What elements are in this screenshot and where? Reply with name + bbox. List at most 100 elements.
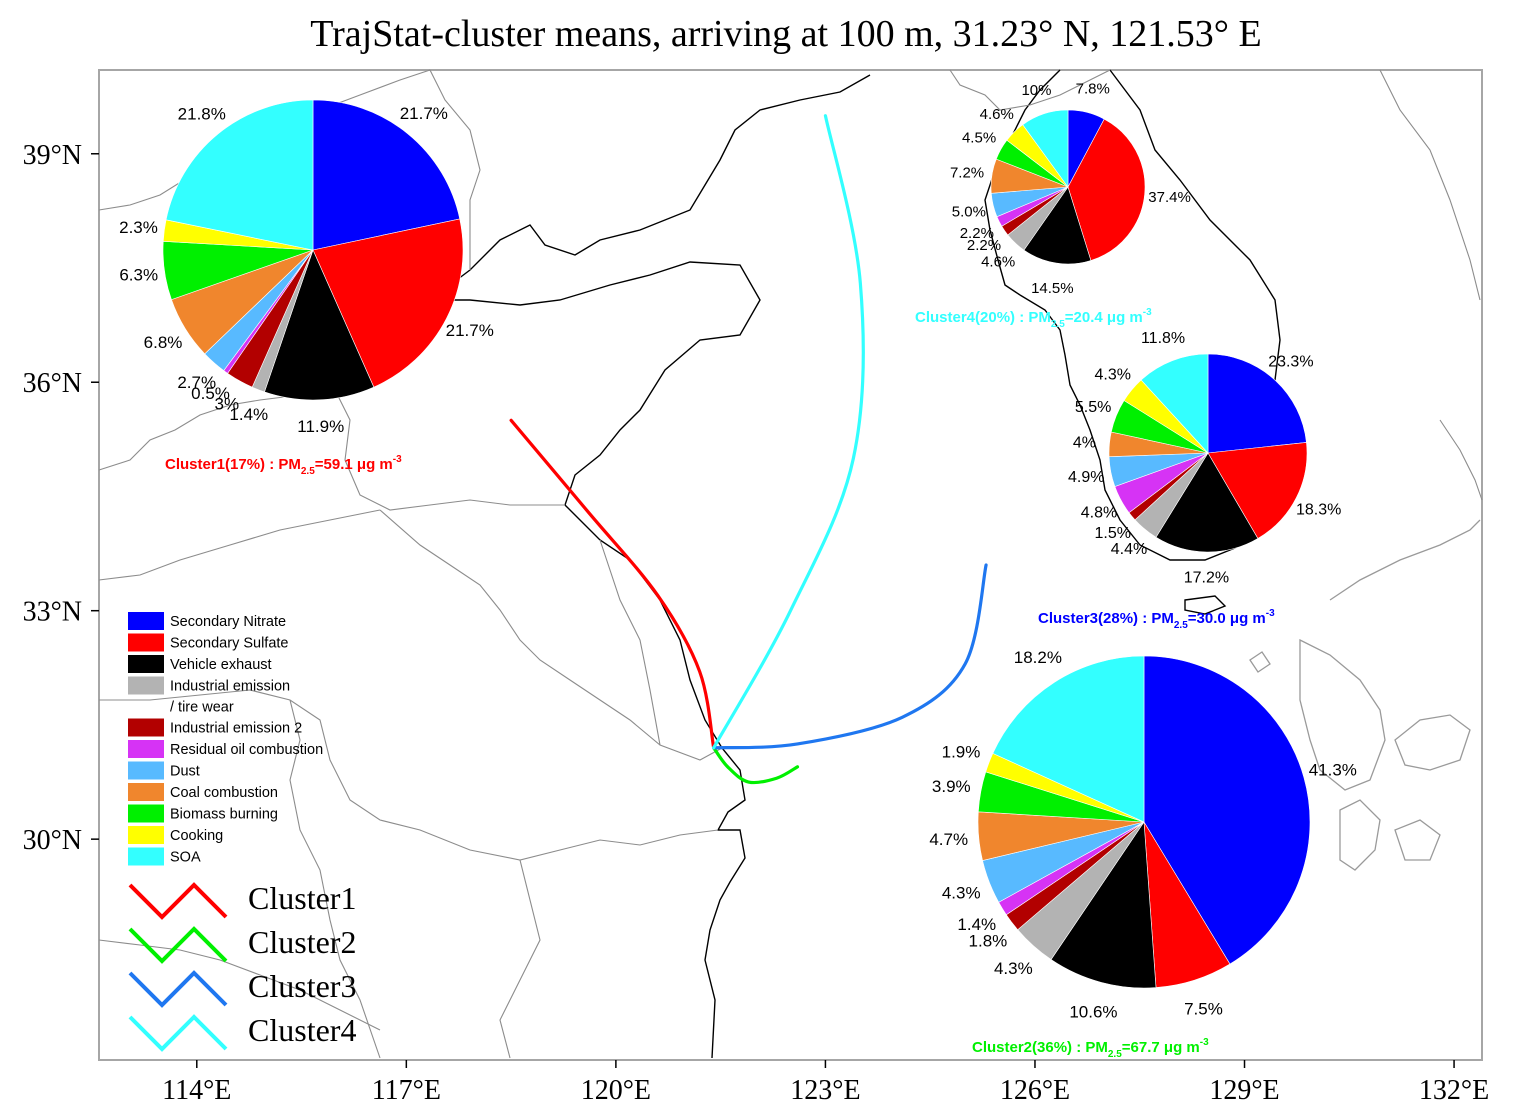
pie-data-label: 7.5% [1184, 1000, 1223, 1019]
pie-data-label: 2.3% [119, 218, 158, 237]
pie-data-label: 41.3% [1309, 760, 1357, 779]
legend-cluster-label: Cluster4 [248, 1012, 356, 1048]
pie-data-label: 4.4% [1111, 541, 1147, 558]
pie-data-label: 1.4% [229, 405, 268, 424]
legend-line-cluster2 [128, 926, 228, 964]
pie-data-label: 4.7% [929, 830, 968, 849]
legend-swatch [128, 740, 164, 758]
legend-label: Biomass burning [170, 807, 278, 823]
pie-data-label: 18.3% [1296, 502, 1341, 519]
legend-label: Vehicle exhaust [170, 657, 272, 673]
pie-data-label: 18.2% [1014, 648, 1062, 667]
cluster4-caption: Cluster4(20%) : PM2.5=20.4 μg m-3 [915, 307, 1152, 330]
pie-slice [1155, 452, 1259, 553]
y-tick-label: 39°N [23, 140, 82, 171]
cluster3-caption: Cluster3(28%) : PM2.5=30.0 μg m-3 [1038, 608, 1275, 631]
legend-swatch [128, 804, 164, 823]
pie-data-label: 5.0% [952, 203, 986, 220]
pie-data-label: 5.5% [1075, 399, 1111, 416]
y-tick-label: 30°N [23, 825, 82, 856]
pie-slice [1067, 118, 1146, 261]
legend-cluster-label: Cluster3 [248, 968, 356, 1004]
pie-data-label: 21.7% [400, 104, 448, 123]
pie-slice [312, 218, 464, 388]
legend-line-cluster1 [128, 882, 228, 920]
pie-data-label: 3.9% [932, 777, 971, 796]
pie-data-label: 1.4% [957, 915, 996, 934]
pie-data-label: 2.2% [960, 225, 994, 242]
legend-swatch [128, 612, 164, 630]
legend-swatch [128, 676, 164, 695]
x-tick-label: 129°E [1209, 1075, 1279, 1106]
x-tick-label: 117°E [372, 1075, 441, 1106]
pie-slice [1022, 109, 1069, 188]
pie-charts: 21.7%21.7%11.9%1.4%3%0.5%2.7%6.8%6.3%2.3… [119, 80, 1357, 1021]
legend-swatch [128, 761, 164, 780]
pie-data-label: 23.3% [1268, 353, 1313, 370]
pie-data-label: 4.6% [980, 106, 1014, 123]
pie-data-label: 6.3% [119, 265, 158, 284]
pie-data-label: 2.2% [967, 237, 1001, 254]
coastline-korea-west [984, 69, 1061, 296]
pie-slice [1207, 442, 1308, 539]
pie-data-label: 14.5% [1031, 280, 1074, 297]
cluster4-pie: 7.8%37.4%14.5%4.6%2.2%2.2%5.0%7.2%4.5%4.… [950, 80, 1191, 297]
pie-data-label: 1.9% [942, 743, 981, 762]
pie-data-label: 11.8% [1141, 330, 1185, 347]
x-tick-label: 132°E [1419, 1075, 1489, 1106]
legend-label: Secondary Sulfate [170, 636, 289, 652]
x-axis: 114°E 117°E 120°E 123°E 126°E 129°E 132°E [162, 1060, 1489, 1106]
admin-borders [98, 69, 1483, 1059]
cluster3-trajectory [712, 563, 988, 750]
x-tick-label: 120°E [581, 1075, 651, 1106]
pie-data-label: 10% [1021, 82, 1051, 99]
cluster1-pie: 21.7% 21.7% 11.9% 1.4%3%0.5%2.7% 6.8% 6.3% 2.3… [119, 99, 494, 436]
pie-data-label: 37.4% [1148, 189, 1191, 206]
island-jeju [1184, 595, 1227, 615]
pie-slice [1143, 655, 1311, 965]
pie-data-label: 11.9% [297, 417, 344, 436]
legend-swatch [128, 655, 164, 673]
pie-data-label: 4.3% [1094, 366, 1130, 383]
legend-label: Residual oil combustion [170, 742, 323, 758]
pie-slice [992, 655, 1145, 823]
pie-slice [264, 249, 375, 401]
cluster2-caption: Cluster2(36%) : PM2.5=67.7 μg m-3 [972, 1037, 1209, 1060]
pie-data-label: 10.6% [1069, 1002, 1117, 1021]
pie-data-label: 4% [1073, 435, 1096, 452]
y-axis: 39°N 36°N 33°N 30°N [23, 140, 99, 856]
pie-captions: Cluster1(17%) : PM2.5=59.1 μg m-3 Cluste… [165, 307, 1275, 1060]
x-tick-label: 123°E [790, 1075, 860, 1106]
legend-label: Industrial emission [170, 679, 290, 695]
x-tick-label: 126°E [1000, 1075, 1070, 1106]
pie-data-label: 4.3% [994, 959, 1033, 978]
x-tick-label: 114°E [162, 1075, 231, 1106]
pie-data-label: 1.5% [1094, 525, 1130, 542]
legend-swatch [128, 826, 164, 844]
pie-data-label: 17.2% [1184, 570, 1229, 587]
y-tick-label: 36°N [23, 368, 82, 399]
legend-cluster-label: Cluster2 [248, 924, 356, 960]
pie-slice [1207, 353, 1307, 454]
legend-line-cluster3 [128, 970, 228, 1008]
pie-data-label: 4.5% [962, 129, 996, 146]
map-panel: 21.7%21.7%11.9%1.4%3%0.5%2.7%6.8%6.3%2.3… [98, 69, 1483, 1061]
legend-label: Secondary Nitrate [170, 614, 286, 630]
pie-slice [1050, 821, 1157, 989]
pie-data-label: 6.8% [144, 333, 183, 352]
coastline-bohai-north [429, 74, 871, 301]
legend-swatch [128, 783, 164, 801]
pie-data-label: 1.8% [969, 931, 1008, 950]
legend-label: SOA [170, 850, 201, 866]
map-title: TrajStat-cluster means, arriving at 100 … [310, 13, 1261, 55]
pie-data-label: 4.6% [981, 254, 1015, 271]
legend-line-cluster4 [128, 1014, 228, 1052]
pie-data-label: 4.8% [1081, 505, 1117, 522]
pie-slice [165, 99, 314, 251]
legend-label: / tire wear [170, 700, 234, 716]
legend-swatch [128, 847, 164, 866]
pie-data-label: 4.3% [942, 884, 981, 903]
legend-swatch [128, 718, 164, 737]
cluster3-pie: 23.3% 18.3% 17.2% 4.4%1.5% 4.8% 4.9% 4% 5.5% 4.3… [1068, 330, 1341, 587]
